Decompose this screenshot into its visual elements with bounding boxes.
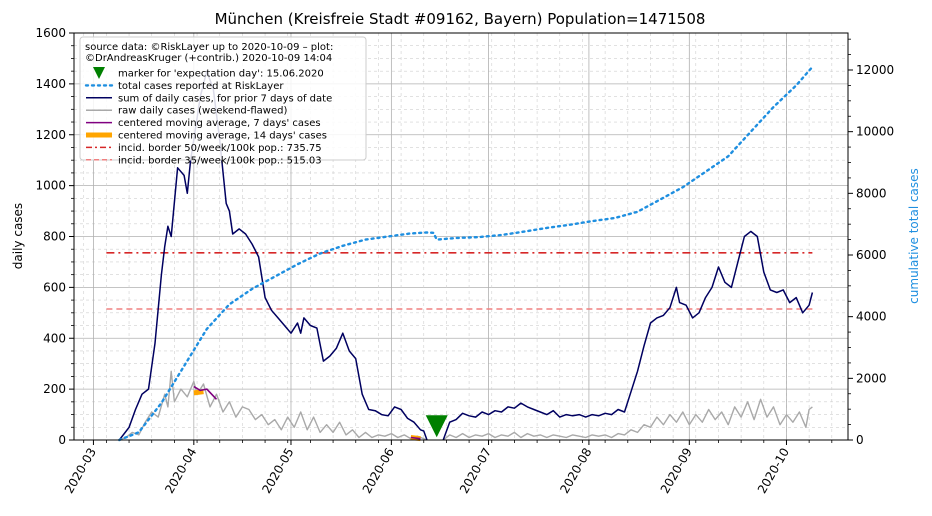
y-axis-left-label: daily cases [11, 203, 25, 269]
legend-entry-raw-daily-cases-weekend-flawed: raw daily cases (weekend-flawed) [86, 106, 287, 117]
source-note-line-1: source data: ©RiskLayer up to 2020-10-09… [85, 42, 333, 53]
y-left-tick-label: 800 [43, 230, 66, 244]
legend-box [79, 36, 367, 161]
y-left-tick-label: 1400 [35, 77, 66, 91]
legend-entry-centered-moving-average-14-days-cases: centered moving average, 14 days' cases [86, 131, 327, 142]
legend-entry-incid-border-35-week-100k-pop-515-03: incid. border 35/week/100k pop.: 515.03 [86, 155, 322, 166]
y-right-tick-label: 8000 [856, 186, 887, 200]
series-line-sum-of-daily-cases-for-prior-7-days-of-date [118, 70, 428, 441]
y-axis-right-label: cumulative total cases [907, 168, 921, 304]
legend-label: raw daily cases (weekend-flawed) [118, 106, 287, 117]
series-line-centered-moving-average-7-days-cases [193, 385, 218, 400]
x-tick-label: 2020-04 [162, 446, 199, 496]
legend-entry-incid-border-50-week-100k-pop-735-75: incid. border 50/week/100k pop.: 735.75 [86, 143, 322, 154]
x-tick-label: 2020-07 [457, 446, 494, 496]
y-left-tick-label: 1000 [35, 179, 66, 193]
y-left-tick-label: 1600 [35, 26, 66, 40]
legend-label: sum of daily cases, for prior 7 days of … [118, 93, 332, 104]
x-tick-label: 2020-06 [360, 446, 397, 496]
x-tick-label: 2020-03 [62, 446, 99, 496]
y-left-tick-label: 400 [43, 331, 66, 345]
series-line-centered-moving-average-7-days-cases [410, 436, 421, 440]
x-axis: 2020-03 2020-04 2020-05 2020-06 2020-07 2020-… [62, 440, 833, 496]
y-right-tick-label: 10000 [856, 125, 894, 139]
legend-entry-total-cases-reported-at-risklayer: total cases reported at RiskLayer [84, 81, 284, 92]
x-tick-label: 2020-08 [557, 446, 594, 496]
y-right-tick-label: 0 [856, 433, 864, 447]
legend-swatch-marker [93, 67, 105, 79]
legend-entry-marker-for-expectation-day-15-06-2020: marker for 'expectation day': 15.06.2020 [93, 67, 324, 80]
source-note-line-2: ©DrAndreasKruger (+contrib.) 2020-10-09 … [85, 53, 332, 64]
y-right-tick-label: 6000 [856, 248, 887, 262]
y-left-tick-label: 600 [43, 280, 66, 294]
y-right-tick-label: 4000 [856, 310, 887, 324]
legend-label: centered moving average, 14 days' cases [118, 131, 327, 142]
y-axis-left: 0 200 400 600 800 1000 1200 1400 1600 [35, 26, 74, 447]
y-left-tick-label: 200 [43, 382, 66, 396]
x-tick-label: 2020-09 [658, 446, 695, 496]
legend-label: incid. border 35/week/100k pop.: 515.03 [118, 155, 322, 166]
x-tick-label: 2020-05 [259, 446, 296, 496]
y-axis-right: 0 2000 4000 6000 8000 10000 12000 [848, 38, 894, 447]
y-right-tick-label: 12000 [856, 63, 894, 77]
chart-title: München (Kreisfreie Stadt #09162, Bayern… [215, 10, 706, 28]
threshold-lines [106, 252, 813, 310]
y-left-tick-label: 0 [58, 433, 66, 447]
series-line-raw-daily-cases-weekend-flawed [442, 398, 813, 441]
legend-label: total cases reported at RiskLayer [118, 81, 284, 92]
legend: source data: ©RiskLayer up to 2020-10-09… [79, 36, 367, 166]
series-line-raw-daily-cases-weekend-flawed [119, 370, 428, 441]
legend-entry-sum-of-daily-cases-for-prior-7-days-of-d: sum of daily cases, for prior 7 days of … [86, 93, 332, 104]
legend-label: incid. border 50/week/100k pop.: 735.75 [118, 143, 322, 154]
grid [74, 33, 848, 440]
expectation-marker-layer [425, 415, 448, 438]
legend-label: marker for 'expectation day': 15.06.2020 [118, 69, 324, 80]
expectation-marker [425, 415, 448, 438]
y-left-tick-label: 1200 [35, 128, 66, 142]
series-layer [118, 65, 814, 442]
series-line-sum-of-daily-cases-for-prior-7-days-of-date [442, 230, 814, 441]
legend-entries: marker for 'expectation day': 15.06.2020… [84, 67, 332, 166]
y-right-tick-label: 2000 [856, 371, 887, 385]
legend-label: centered moving average, 7 days' cases [118, 118, 321, 129]
legend-entry-centered-moving-average-7-days-cases: centered moving average, 7 days' cases [86, 118, 321, 129]
series-line-centered-moving-average-14-days-cases [193, 389, 204, 396]
series-line-total-cases-reported-at-risklayer [118, 65, 814, 442]
x-tick-label: 2020-10 [755, 446, 792, 496]
